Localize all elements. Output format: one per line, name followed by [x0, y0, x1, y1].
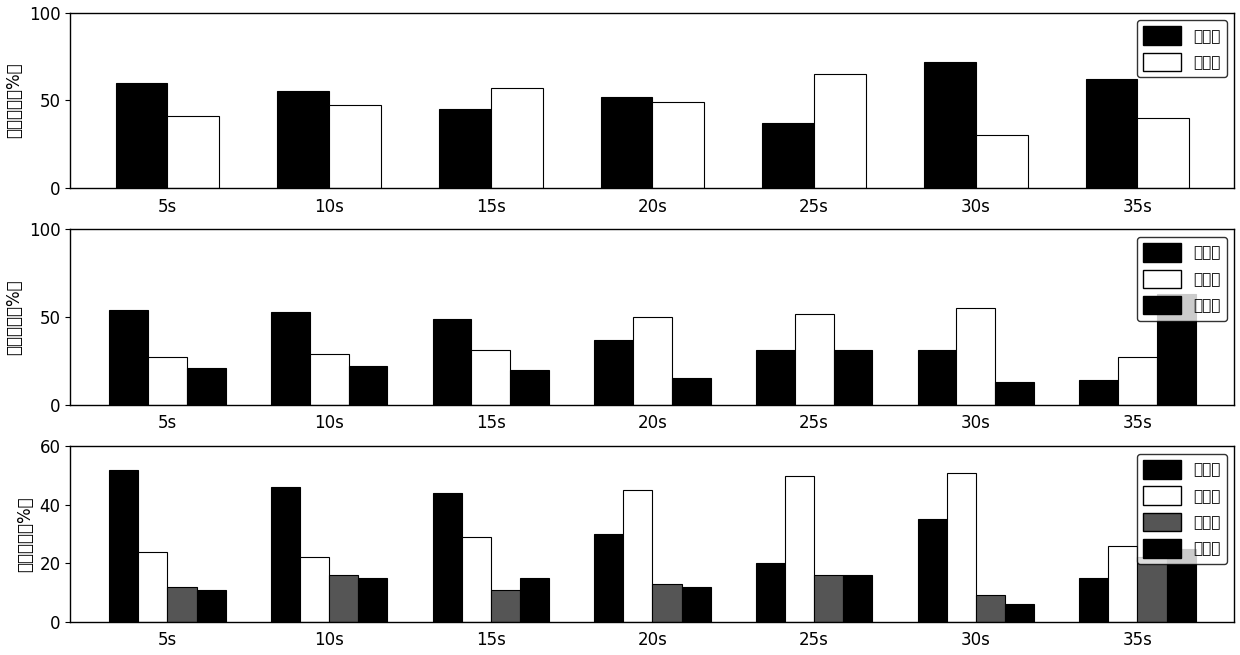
Bar: [594, 340, 634, 405]
Bar: [148, 358, 187, 405]
Legend: 第一类, 第二类, 第三类: 第一类, 第二类, 第三类: [1137, 237, 1226, 320]
Bar: [1109, 546, 1137, 622]
Bar: [634, 317, 672, 405]
Bar: [624, 490, 652, 622]
Bar: [433, 493, 461, 622]
Bar: [348, 366, 387, 405]
Bar: [756, 350, 795, 405]
Bar: [471, 350, 510, 405]
Bar: [1167, 549, 1195, 622]
Bar: [785, 476, 815, 622]
Bar: [600, 97, 652, 188]
Bar: [918, 519, 946, 622]
Bar: [996, 382, 1034, 405]
Bar: [433, 319, 471, 405]
Bar: [594, 534, 624, 622]
Bar: [795, 314, 833, 405]
Bar: [358, 578, 387, 622]
Bar: [300, 557, 329, 622]
Bar: [652, 584, 682, 622]
Bar: [491, 590, 520, 622]
Bar: [310, 354, 348, 405]
Bar: [833, 350, 872, 405]
Legend: 第一类, 第二类: 第一类, 第二类: [1137, 20, 1226, 77]
Bar: [1086, 79, 1137, 188]
Bar: [1137, 557, 1167, 622]
Bar: [1079, 578, 1109, 622]
Bar: [756, 563, 785, 622]
Bar: [115, 83, 167, 188]
Bar: [329, 575, 358, 622]
Bar: [109, 470, 139, 622]
Bar: [976, 135, 1028, 188]
Y-axis label: 相对比例（%）: 相对比例（%）: [5, 279, 24, 355]
Bar: [270, 312, 310, 405]
Bar: [270, 487, 300, 622]
Bar: [278, 92, 329, 188]
Bar: [167, 587, 197, 622]
Bar: [510, 369, 549, 405]
Bar: [672, 379, 711, 405]
Bar: [815, 575, 843, 622]
Bar: [1157, 294, 1195, 405]
Bar: [956, 309, 996, 405]
Bar: [520, 578, 549, 622]
Bar: [1118, 358, 1157, 405]
Legend: 第一类, 第二类, 第三类, 第四类: 第一类, 第二类, 第三类, 第四类: [1137, 454, 1226, 564]
Bar: [461, 537, 491, 622]
Bar: [109, 310, 148, 405]
Bar: [763, 123, 815, 188]
Bar: [918, 350, 956, 405]
Bar: [946, 473, 976, 622]
Bar: [1004, 604, 1034, 622]
Bar: [329, 105, 381, 188]
Bar: [682, 587, 711, 622]
Bar: [139, 552, 167, 622]
Bar: [976, 595, 1004, 622]
Bar: [197, 590, 226, 622]
Bar: [167, 116, 219, 188]
Bar: [439, 109, 491, 188]
Bar: [1079, 381, 1118, 405]
Y-axis label: 相对比例（%）: 相对比例（%）: [16, 496, 33, 572]
Bar: [491, 88, 543, 188]
Bar: [1137, 118, 1189, 188]
Bar: [924, 62, 976, 188]
Bar: [187, 368, 226, 405]
Bar: [843, 575, 872, 622]
Bar: [652, 102, 704, 188]
Bar: [815, 74, 866, 188]
Y-axis label: 相对比例（%）: 相对比例（%）: [5, 62, 24, 138]
